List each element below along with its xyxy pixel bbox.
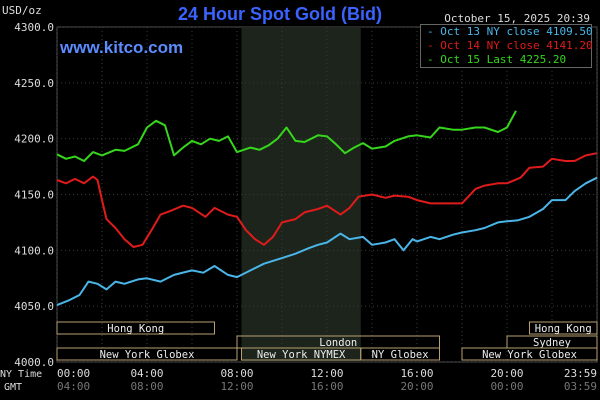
chart-datetime: October 15, 2025 20:39 <box>444 12 590 25</box>
session-bar <box>461 347 598 361</box>
chart-title: 24 Hour Spot Gold (Bid) <box>178 4 382 24</box>
y-tick-label: 4050.0 <box>14 300 54 313</box>
gmt-tick-label: 20:00 <box>400 380 433 393</box>
legend-marker-icon: - <box>427 39 434 52</box>
gmt-tick-label: 12:00 <box>220 380 253 393</box>
series-line-2 <box>56 110 517 162</box>
y-tick-label: 4250.0 <box>14 77 54 90</box>
legend-item-oct14: - Oct 14 NY close 4141.20 <box>421 39 593 53</box>
session-label: New York NYMEX <box>257 349 346 361</box>
session-label: NY Globex <box>372 349 429 361</box>
y-axis-unit: USD/oz <box>2 4 42 17</box>
chart-legend: - Oct 13 NY close 4109.50 - Oct 14 NY cl… <box>420 24 593 68</box>
gmt-tick-label: 04:00 <box>57 380 90 393</box>
y-tick-label: 4000.0 <box>14 356 54 369</box>
gmt-label: GMT <box>4 382 22 393</box>
session-label: New York Globex <box>482 349 577 361</box>
session-label: Hong Kong <box>535 323 592 335</box>
y-tick-label: 4100.0 <box>14 244 54 257</box>
session-bar <box>56 321 215 335</box>
y-tick-label: 4150.0 <box>14 189 54 202</box>
gmt-tick-label: 08:00 <box>130 380 163 393</box>
y-tick-label: 4200.0 <box>14 133 54 146</box>
session-label: New York Globex <box>100 349 195 361</box>
ny-tick-label: 20:00 <box>490 367 523 380</box>
legend-marker-icon: - <box>427 53 434 66</box>
y-tick-label: 4300.0 <box>14 21 54 34</box>
legend-label-oct15: Oct 15 Last 4225.20 <box>440 53 567 66</box>
ny-tick-label: 16:00 <box>400 367 433 380</box>
legend-marker-icon: - <box>427 25 434 38</box>
legend-item-oct15: - Oct 15 Last 4225.20 <box>421 53 591 67</box>
y-axis-ticks: 4000.0 4050.0 4100.0 4150.0 4200.0 4250.0 4300… <box>14 21 54 369</box>
site-watermark: www.kitco.com <box>60 38 184 57</box>
gmt-tick-label: 16:00 <box>310 380 343 393</box>
session-bar <box>56 347 238 361</box>
series-line-0 <box>56 176 598 307</box>
session-label: London <box>319 337 357 349</box>
gmt-tick-label: 03:59 <box>564 380 597 393</box>
market-sessions: Hong Kong London New York Globex New York N… <box>56 321 598 361</box>
ny-time-label: NY Time <box>0 369 42 380</box>
legend-label-oct13: Oct 13 NY close 4109.50 <box>440 25 593 38</box>
series-lines <box>56 110 598 307</box>
ny-tick-label: 12:00 <box>310 367 343 380</box>
gmt-tick-label: 00:00 <box>490 380 523 393</box>
x-axis-ticks: NY TimeGMT00:0004:0004:0008:0008:0012:00… <box>0 367 597 393</box>
series-line-1 <box>56 152 598 248</box>
ny-tick-label: 04:00 <box>130 367 163 380</box>
session-label: Sydney <box>533 337 571 349</box>
legend-item-oct13: - Oct 13 NY close 4109.50 <box>421 25 593 39</box>
ny-tick-label: 08:00 <box>220 367 253 380</box>
session-label: Hong Kong <box>107 323 164 335</box>
ny-tick-label: 00:00 <box>57 367 90 380</box>
session-bar <box>360 347 440 361</box>
legend-label-oct14: Oct 14 NY close 4141.20 <box>440 39 593 52</box>
session-bar <box>529 321 598 335</box>
ny-tick-label: 23:59 <box>564 367 597 380</box>
